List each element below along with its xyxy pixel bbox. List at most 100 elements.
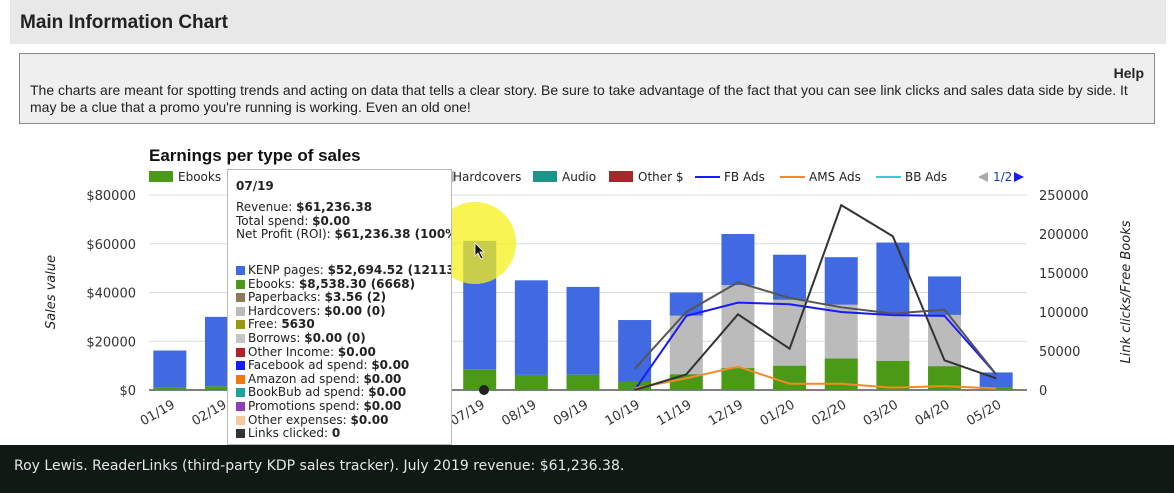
y-tick-label: $80000 — [86, 189, 136, 204]
bar-segment — [153, 387, 187, 390]
tooltip-item-row: Links clicked: 0 — [236, 426, 451, 441]
mouse-pointer-icon — [474, 242, 485, 260]
series-line — [634, 365, 997, 390]
bar-segment — [618, 320, 652, 382]
caption-bar: Roy Lewis. ReaderLinks (third-party KDP … — [0, 445, 1174, 493]
x-tick-label: 01/19 — [138, 397, 178, 429]
tooltip-item-row: Paperbacks: $3.56 (2) — [236, 290, 451, 305]
chart-title: Earnings per type of sales — [149, 146, 361, 165]
legend-swatch — [533, 171, 557, 182]
y2-tick-label: 200000 — [1039, 228, 1089, 243]
y-axis-title: Sales value — [44, 255, 59, 329]
tooltip-summary-row: Total spend: $0.00 — [236, 213, 351, 228]
legend-label[interactable]: Ebooks — [178, 170, 221, 184]
bar-segment — [876, 360, 910, 390]
info-box: Help The charts are meant for spotting t… — [19, 53, 1155, 124]
legend-prev-icon[interactable] — [978, 172, 988, 182]
bar-segment — [514, 374, 548, 390]
x-tick-label: 11/19 — [654, 397, 694, 429]
tooltip-swatch — [236, 415, 245, 425]
tooltip-item-row: Ebooks: $8,538.30 (6668) — [236, 277, 451, 292]
chart-tooltip: 07/19 Revenue: $61,236.38 Total spend: $0… — [227, 169, 452, 445]
x-tick-label: 09/19 — [551, 397, 591, 429]
tooltip-swatch — [236, 388, 245, 398]
bar-segment — [928, 276, 962, 315]
x-tick-label: 03/20 — [861, 397, 901, 429]
page-title: Main Information Chart — [20, 12, 228, 33]
tooltip-swatch — [236, 279, 245, 289]
bar-segment — [618, 381, 652, 390]
tooltip-summary-row: Revenue: $61,236.38 — [236, 200, 373, 214]
x-tick-label: 10/19 — [603, 397, 643, 429]
bar-segment — [566, 374, 600, 390]
y-tick-label: $60000 — [86, 238, 136, 253]
tooltip-item-row: Other expenses: $0.00 — [236, 413, 451, 428]
tooltip-item-row: Other Income: $0.00 — [236, 345, 451, 360]
legend-label[interactable]: AMS Ads — [809, 170, 861, 184]
tooltip-swatch — [236, 347, 245, 357]
tooltip-item-row: Facebook ad spend: $0.00 — [236, 358, 451, 373]
chart-bars — [153, 234, 1013, 390]
y-tick-label: $20000 — [86, 335, 136, 350]
y-tick-label: $0 — [119, 384, 136, 399]
page-header: Main Information Chart — [10, 0, 1166, 44]
series-line — [634, 203, 997, 391]
tooltip-item-row: Borrows: $0.00 (0) — [236, 331, 451, 346]
bar-segment — [204, 386, 238, 390]
bar-segment — [824, 257, 858, 305]
help-link[interactable]: Help — [1113, 65, 1144, 81]
y2-tick-label: 100000 — [1039, 306, 1089, 321]
legend-label[interactable]: Hardcovers — [453, 170, 521, 184]
series-line — [633, 301, 997, 391]
tooltip-swatch — [236, 293, 245, 303]
x-tick-label: 12/19 — [706, 397, 746, 429]
tooltip-item-row: KENP pages: $52,694.52 (12113484) — [236, 263, 451, 278]
bar-segment — [979, 387, 1013, 390]
tooltip-swatch — [236, 306, 245, 316]
tooltip-swatch — [236, 374, 245, 384]
bar-segment — [463, 369, 497, 390]
tooltip-item-row: BookBub ad spend: $0.00 — [236, 386, 451, 400]
y-tick-label: $40000 — [86, 287, 136, 302]
y2-axis-title: Link clicks/Free Books — [1119, 220, 1134, 363]
x-tick-label: 01/20 — [758, 397, 798, 429]
bar-segment — [669, 292, 703, 316]
bar-segment — [514, 280, 548, 375]
series-line — [633, 281, 997, 376]
legend-label[interactable]: Other $ — [638, 170, 684, 184]
bar-segment — [928, 366, 962, 390]
legend-swatch — [149, 171, 173, 182]
x-tick-label: 02/20 — [809, 397, 849, 429]
bar-segment — [876, 314, 910, 361]
tooltip-date: 07/19 — [236, 179, 274, 193]
bar-segment — [876, 242, 910, 315]
y2-tick-label: 50000 — [1039, 345, 1080, 360]
legend-label[interactable]: FB Ads — [724, 170, 765, 184]
earnings-chart: Earnings per type of sales Ebooks Hardcov… — [44, 146, 1134, 429]
tooltip-item-row: Free: 5630 — [236, 318, 451, 332]
bar-segment — [669, 374, 703, 390]
tooltip-summary: Revenue: $61,236.38 Total spend: $0.00 Net… — [236, 200, 452, 242]
tooltip-summary-row: Net Profit (ROI): $61,236.38 (100%) — [236, 227, 452, 242]
bar-segment — [153, 350, 187, 388]
tooltip-item-row: Hardcovers: $0.00 (0) — [236, 304, 451, 319]
tooltip-swatch — [236, 401, 245, 411]
tooltip-swatch — [236, 266, 245, 275]
x-tick-label: 08/19 — [499, 397, 539, 429]
tooltip-swatch — [236, 361, 245, 371]
x-tick-label: 07/19 — [448, 397, 488, 429]
y2-tick-label: 150000 — [1039, 267, 1089, 282]
tooltip-item-row: Promotions spend: $0.00 — [236, 399, 451, 414]
bar-segment — [773, 254, 807, 300]
tooltip-swatch — [236, 429, 245, 439]
x-tick-label: 02/19 — [190, 397, 230, 429]
legend-next-icon[interactable] — [1014, 172, 1024, 182]
caption-text: Roy Lewis. ReaderLinks (third-party KDP … — [14, 458, 625, 474]
bar-segment — [721, 234, 755, 286]
bar-segment — [773, 365, 807, 390]
hover-point-marker — [479, 385, 489, 395]
info-text: The charts are meant for spotting trends… — [30, 82, 1128, 115]
legend-label[interactable]: BB Ads — [905, 170, 947, 184]
bar-segment — [773, 299, 807, 366]
legend-label[interactable]: Audio — [562, 170, 596, 184]
